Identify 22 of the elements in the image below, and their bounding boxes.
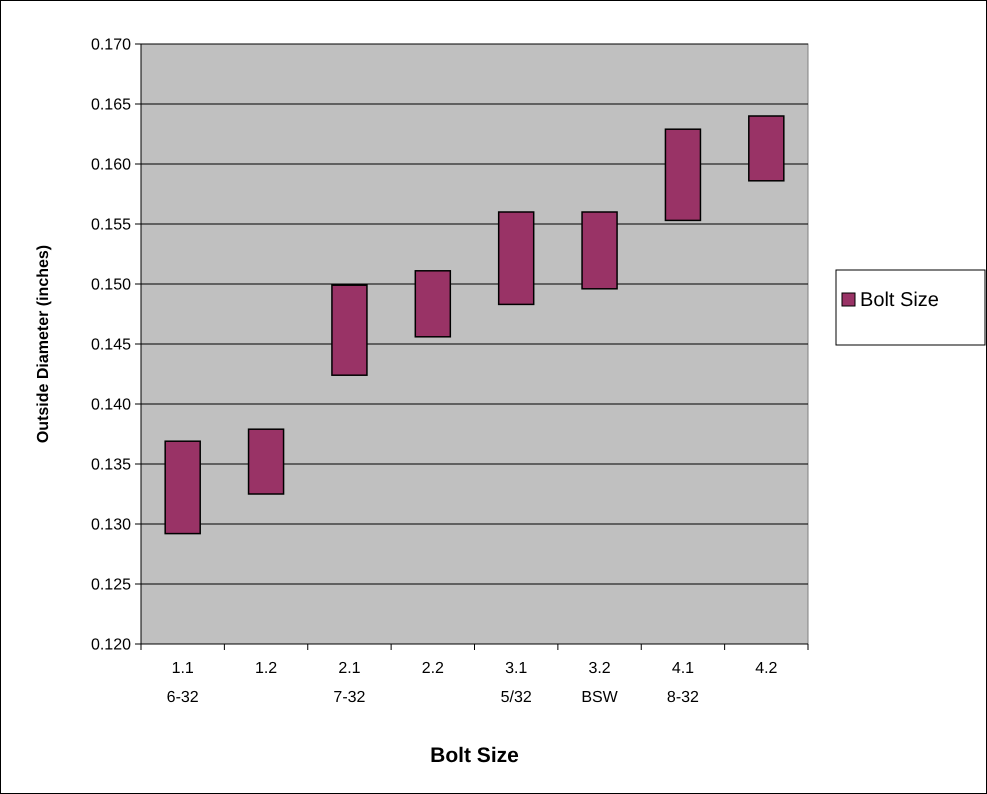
x-tick-label: 2.1 7-32 [333, 660, 366, 706]
y-tick-label: 0.130 [90, 516, 132, 534]
x-tick-label: 4.1 8-32 [666, 660, 700, 706]
x-tick-label: 1.1 6-32 [166, 660, 199, 706]
y-axis-title: Outside Diameter (inches) [35, 244, 52, 444]
x-tick-label: 2.2 [422, 660, 444, 677]
y-tick-label: 0.170 [90, 36, 132, 54]
y-tick-label: 0.140 [90, 396, 132, 414]
x-tick-label: 3.1 5/32 [500, 660, 532, 706]
x-tick-label: 3.2 BSW [581, 660, 619, 706]
y-tick-label: 0.125 [90, 576, 132, 594]
y-tick-label: 0.160 [90, 156, 132, 174]
y-tick-label: 0.120 [90, 636, 132, 654]
x-axis-title: Bolt Size [430, 744, 519, 767]
legend-label: Bolt Size [860, 289, 939, 311]
y-tick-label: 0.155 [90, 216, 132, 234]
x-tick-label: 4.2 [755, 660, 778, 677]
x-tick-label: 1.2 [254, 660, 278, 677]
y-tick-label: 0.135 [90, 456, 132, 474]
y-tick-label: 0.145 [90, 336, 132, 354]
y-tick-label: 0.165 [90, 96, 132, 114]
y-tick-label: 0.150 [90, 276, 132, 294]
